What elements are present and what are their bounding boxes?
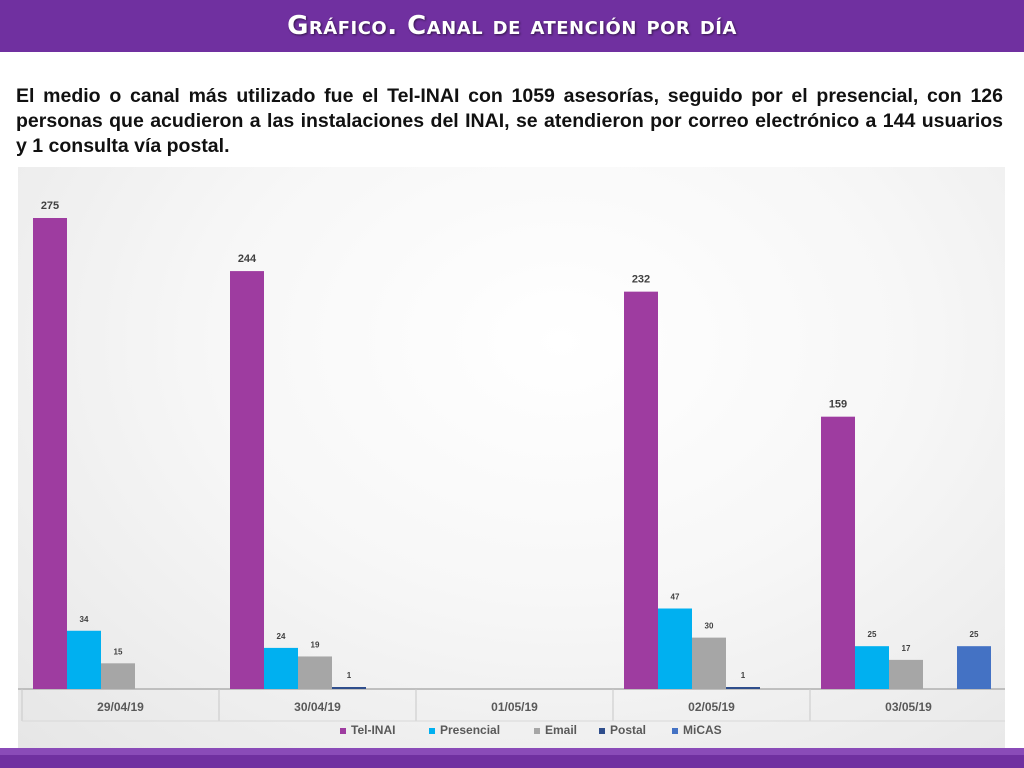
- bar-chart: 29/04/19 30/04/19 01/05/19 02/05/19 03/05/19…: [18, 200, 1005, 737]
- legend-label: Presencial: [440, 723, 500, 737]
- data-label: 19: [311, 640, 320, 649]
- data-label: 25: [868, 630, 877, 639]
- bar-email: [101, 663, 135, 689]
- bar-email: [692, 637, 726, 689]
- legend-swatch: [599, 728, 605, 734]
- legend-label: Postal: [610, 723, 646, 737]
- bar-tel-inai: [624, 291, 658, 689]
- x-tick-label: 02/05/19: [688, 700, 735, 714]
- bar-email: [889, 659, 923, 689]
- page-title: Gráfico. Canal de atención por día: [287, 11, 737, 41]
- legend-swatch: [340, 728, 346, 734]
- summary-text: El medio o canal más utilizado fue el Te…: [16, 85, 1003, 157]
- bar-presencial: [658, 608, 692, 689]
- data-label: 24: [277, 632, 286, 641]
- legend-swatch: [534, 728, 540, 734]
- bar-email: [298, 656, 332, 689]
- x-tick-label: 30/04/19: [294, 700, 341, 714]
- bar-presencial: [67, 630, 101, 689]
- title-bar: Gráfico. Canal de atención por día: [0, 0, 1024, 52]
- bar-micas: [957, 646, 991, 689]
- footer-bar-highlight: [0, 748, 1024, 755]
- bar-presencial: [264, 647, 298, 689]
- data-label: 17: [902, 644, 911, 653]
- bar-tel-inai: [33, 218, 67, 689]
- bar-postal: [726, 687, 760, 689]
- legend-label: Tel-INAI: [351, 723, 395, 737]
- data-label: 244: [238, 253, 257, 265]
- x-tick-label: 03/05/19: [885, 700, 932, 714]
- x-tick-label: 29/04/19: [97, 700, 144, 714]
- data-label: 34: [80, 615, 89, 624]
- legend-swatch: [672, 728, 678, 734]
- legend-swatch: [429, 728, 435, 734]
- data-label: 25: [970, 630, 979, 639]
- bar-postal: [332, 687, 366, 689]
- data-label: 232: [632, 274, 650, 286]
- data-label: 30: [705, 622, 714, 631]
- data-label: 1: [347, 671, 352, 680]
- x-tick-label: 01/05/19: [491, 700, 538, 714]
- bar-presencial: [855, 646, 889, 689]
- data-label: 275: [41, 200, 59, 212]
- bar-tel-inai: [230, 271, 264, 689]
- legend-label: MiCAS: [683, 723, 722, 737]
- data-label: 15: [114, 647, 123, 656]
- footer-bar: [0, 748, 1024, 768]
- bar-tel-inai: [821, 416, 855, 689]
- legend-label: Email: [545, 723, 577, 737]
- data-label: 47: [671, 593, 680, 602]
- data-label: 159: [829, 399, 847, 411]
- data-label: 1: [741, 671, 746, 680]
- chart-panel: 29/04/19 30/04/19 01/05/19 02/05/19 03/05/19…: [18, 167, 1005, 748]
